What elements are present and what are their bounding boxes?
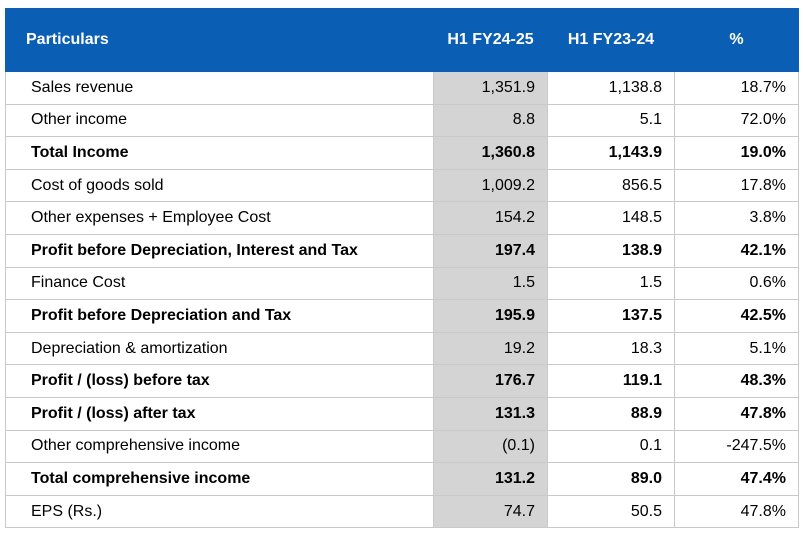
cell-h1-fy23-24: 50.5 bbox=[547, 494, 675, 529]
cell-h1-fy23-24: 137.5 bbox=[547, 299, 675, 333]
cell-h1-fy24-25: 74.7 bbox=[433, 494, 548, 529]
cell-percent-change: 42.5% bbox=[674, 299, 799, 333]
table-row: Cost of goods sold 1,009.2 856.5 17.8% bbox=[5, 168, 799, 203]
cell-h1-fy23-24: 1.5 bbox=[547, 266, 675, 301]
table-row: Profit before Depreciation, Interest and… bbox=[5, 233, 799, 268]
cell-h1-fy24-25: 19.2 bbox=[433, 331, 548, 366]
cell-h1-fy23-24: 0.1 bbox=[547, 429, 675, 464]
cell-percent-change: 5.1% bbox=[674, 331, 799, 366]
cell-percent-change: 19.0% bbox=[674, 136, 799, 170]
table-row: Profit / (loss) before tax 176.7 119.1 48.3… bbox=[5, 364, 799, 398]
cell-h1-fy24-25: 1,009.2 bbox=[433, 168, 548, 203]
row-label: Depreciation & amortization bbox=[5, 331, 434, 366]
table-header: Particulars H1 FY24-25 H1 FY23-24 % bbox=[5, 8, 799, 72]
row-label: Profit / (loss) after tax bbox=[5, 396, 434, 431]
cell-h1-fy24-25: 1,351.9 bbox=[433, 71, 548, 105]
cell-percent-change: 47.8% bbox=[674, 396, 799, 431]
cell-percent-change: 3.8% bbox=[674, 201, 799, 235]
cell-h1-fy24-25: 1,360.8 bbox=[433, 136, 548, 170]
table-row: Profit before Depreciation and Tax 195.9 1… bbox=[5, 299, 799, 333]
cell-percent-change: 72.0% bbox=[674, 103, 799, 138]
cell-h1-fy23-24: 148.5 bbox=[547, 201, 675, 235]
cell-percent-change: -247.5% bbox=[674, 429, 799, 464]
cell-h1-fy23-24: 89.0 bbox=[547, 462, 675, 496]
header-percent-change: % bbox=[674, 8, 799, 72]
row-label: Finance Cost bbox=[5, 266, 434, 301]
cell-h1-fy23-24: 5.1 bbox=[547, 103, 675, 138]
table-row: Depreciation & amortization 19.2 18.3 5.1% bbox=[5, 331, 799, 366]
cell-h1-fy24-25: (0.1) bbox=[433, 429, 548, 464]
cell-percent-change: 47.4% bbox=[674, 462, 799, 496]
table-row: Total Income 1,360.8 1,143.9 19.0% bbox=[5, 136, 799, 170]
table-row: Other income 8.8 5.1 72.0% bbox=[5, 103, 799, 138]
cell-h1-fy24-25: 8.8 bbox=[433, 103, 548, 138]
table-row: Finance Cost 1.5 1.5 0.6% bbox=[5, 266, 799, 301]
cell-percent-change: 17.8% bbox=[674, 168, 799, 203]
table-row: Total comprehensive income 131.2 89.0 47.4% bbox=[5, 462, 799, 496]
cell-h1-fy24-25: 131.3 bbox=[433, 396, 548, 431]
cell-h1-fy24-25: 154.2 bbox=[433, 201, 548, 235]
header-h1-fy23-24: H1 FY23-24 bbox=[547, 8, 675, 72]
row-label: Profit before Depreciation and Tax bbox=[5, 299, 434, 333]
row-label: Other expenses + Employee Cost bbox=[5, 201, 434, 235]
row-label: EPS (Rs.) bbox=[5, 494, 434, 529]
row-label: Total comprehensive income bbox=[5, 462, 434, 496]
cell-h1-fy23-24: 119.1 bbox=[547, 364, 675, 398]
row-label: Other income bbox=[5, 103, 434, 138]
row-label: Profit before Depreciation, Interest and… bbox=[5, 233, 434, 268]
table-row: Profit / (loss) after tax 131.3 88.9 47.8% bbox=[5, 396, 799, 431]
header-particulars: Particulars bbox=[5, 8, 434, 72]
table-row: EPS (Rs.) 74.7 50.5 47.8% bbox=[5, 494, 799, 529]
table-row: Sales revenue 1,351.9 1,138.8 18.7% bbox=[5, 71, 799, 105]
financial-results-table: Particulars H1 FY24-25 H1 FY23-24 % Sale… bbox=[5, 8, 799, 529]
cell-h1-fy23-24: 88.9 bbox=[547, 396, 675, 431]
table-body: Sales revenue 1,351.9 1,138.8 18.7% Other in… bbox=[5, 71, 799, 529]
cell-h1-fy24-25: 195.9 bbox=[433, 299, 548, 333]
table-row: Other comprehensive income (0.1) 0.1 -247.5… bbox=[5, 429, 799, 464]
cell-h1-fy23-24: 1,138.8 bbox=[547, 71, 675, 105]
row-label: Cost of goods sold bbox=[5, 168, 434, 203]
header-row: Particulars H1 FY24-25 H1 FY23-24 % bbox=[5, 8, 799, 72]
cell-percent-change: 47.8% bbox=[674, 494, 799, 529]
cell-h1-fy24-25: 1.5 bbox=[433, 266, 548, 301]
table-row: Other expenses + Employee Cost 154.2 148.5… bbox=[5, 201, 799, 235]
row-label: Profit / (loss) before tax bbox=[5, 364, 434, 398]
cell-h1-fy23-24: 138.9 bbox=[547, 233, 675, 268]
row-label: Total Income bbox=[5, 136, 434, 170]
header-h1-fy24-25: H1 FY24-25 bbox=[433, 8, 548, 72]
cell-h1-fy24-25: 131.2 bbox=[433, 462, 548, 496]
cell-h1-fy23-24: 856.5 bbox=[547, 168, 675, 203]
cell-h1-fy24-25: 176.7 bbox=[433, 364, 548, 398]
cell-percent-change: 0.6% bbox=[674, 266, 799, 301]
cell-percent-change: 18.7% bbox=[674, 71, 799, 105]
cell-h1-fy23-24: 18.3 bbox=[547, 331, 675, 366]
row-label: Sales revenue bbox=[5, 71, 434, 105]
cell-percent-change: 42.1% bbox=[674, 233, 799, 268]
cell-percent-change: 48.3% bbox=[674, 364, 799, 398]
cell-h1-fy24-25: 197.4 bbox=[433, 233, 548, 268]
cell-h1-fy23-24: 1,143.9 bbox=[547, 136, 675, 170]
row-label: Other comprehensive income bbox=[5, 429, 434, 464]
